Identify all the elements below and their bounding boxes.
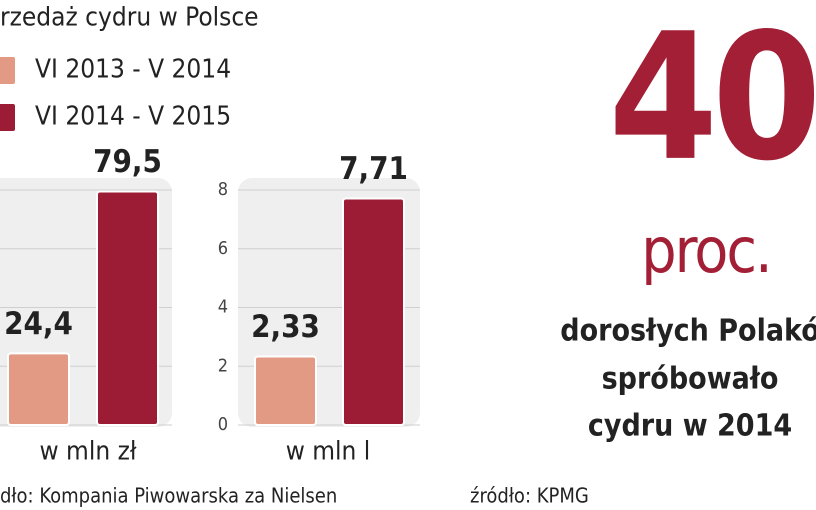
y-tick-label: 0 <box>218 414 228 435</box>
bar <box>96 190 159 426</box>
big-number: 40 <box>608 0 815 200</box>
caption: cydru w 2014 <box>588 409 792 444</box>
x-axis-label: w mln l <box>286 437 371 467</box>
y-tick-label: 8 <box>218 179 228 200</box>
source: źródło: KPMG <box>470 484 589 508</box>
bar <box>254 355 317 426</box>
source: dło: Kompania Piwowarska za Nielsen <box>0 484 337 508</box>
caption: spróbowało <box>602 362 779 397</box>
bar <box>7 352 70 427</box>
title: rzedaż cydru w Polsce <box>0 3 259 33</box>
y-tick-label: 4 <box>218 297 228 318</box>
legend-swatch <box>0 104 15 131</box>
big-unit: proc. <box>641 214 770 287</box>
legend-label: VI 2014 - V 2015 <box>35 102 231 132</box>
value-label: 24,4 <box>4 306 73 342</box>
value-label: 79,5 <box>93 144 162 180</box>
legend-swatch <box>0 57 15 84</box>
value-label: 2,33 <box>251 309 320 345</box>
legend-label: VI 2013 - V 2014 <box>35 55 231 85</box>
value-label: 7,71 <box>339 151 408 187</box>
y-tick-label: 6 <box>218 238 228 259</box>
y-tick-label: 2 <box>218 355 228 376</box>
x-axis-label: w mln zł <box>39 437 136 467</box>
caption: dorosłych Polakó <box>560 314 816 349</box>
bar <box>342 197 405 426</box>
